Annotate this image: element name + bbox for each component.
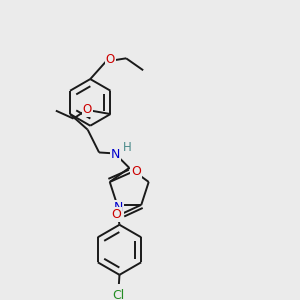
Text: Cl: Cl: [112, 289, 125, 300]
Text: H: H: [123, 141, 131, 154]
Text: O: O: [131, 165, 141, 178]
Text: N: N: [111, 148, 120, 161]
Text: N: N: [114, 201, 123, 214]
Text: O: O: [106, 53, 115, 66]
Text: O: O: [112, 208, 122, 221]
Text: O: O: [82, 103, 92, 116]
